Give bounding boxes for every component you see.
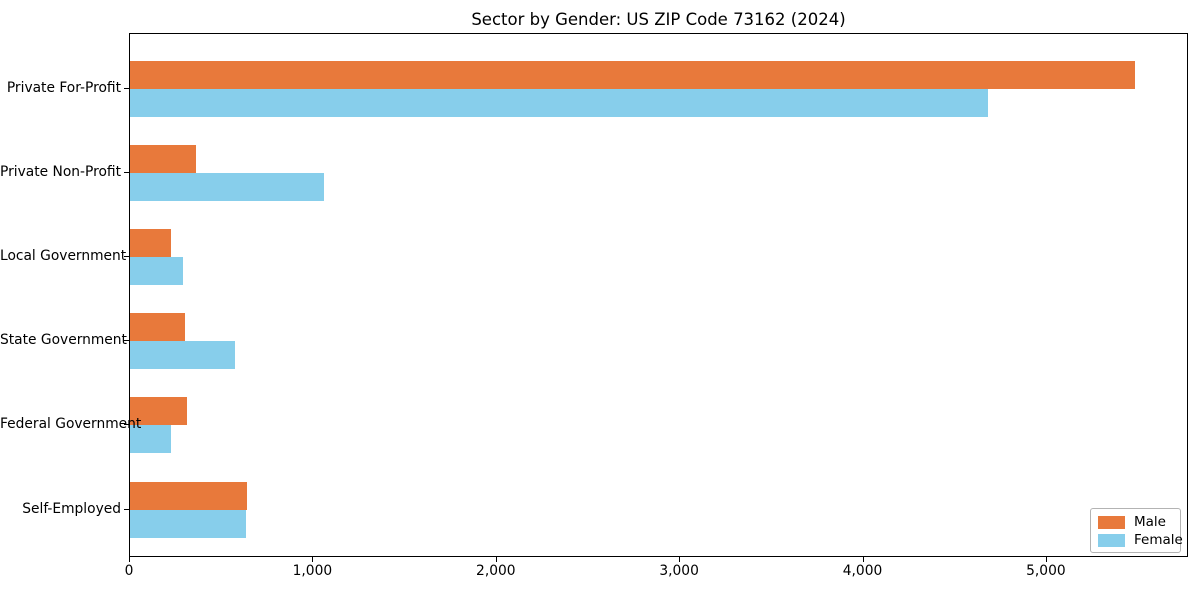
y-tick-mark-local-government [124,256,129,258]
y-tick-mark-federal-government [124,424,129,426]
y-tick-label-local-government: Local Government [0,248,127,265]
x-tick-mark-5000 [1045,557,1047,562]
bar-female-state-government [130,341,236,370]
y-tick-label-federal-government: Federal Government [0,416,142,433]
y-tick-label-self-employed: Self-Employed [22,500,121,517]
legend-entry-female: Female [1098,532,1183,548]
x-tick-mark-2000 [495,557,497,562]
y-tick-mark-self-employed [124,508,129,510]
x-tick-label-1000: 1,000 [292,563,333,579]
bar-female-local-government [130,257,184,286]
x-tick-label-3000: 3,000 [659,563,699,579]
bar-female-federal-government [130,425,172,454]
y-tick-mark-private-non-profit [124,172,129,174]
legend-label-female: Female [1134,532,1183,548]
legend-swatch-female [1098,533,1125,547]
bar-male-local-government [130,229,172,258]
plot-area [129,33,1188,557]
bar-male-federal-government [130,397,187,426]
bar-male-private-non-profit [130,145,196,174]
bar-male-private-for-profit [130,61,1135,89]
x-tick-mark-1000 [312,557,314,562]
x-tick-label-2000: 2,000 [476,563,516,579]
bar-female-private-non-profit [130,173,324,202]
bar-female-self-employed [130,509,247,538]
x-tick-label-5000: 5,000 [1026,563,1066,579]
y-tick-label-private-non-profit: Private Non-Profit [0,164,121,181]
y-tick-label-state-government: State Government [0,332,127,349]
bar-male-state-government [130,313,185,342]
y-tick-label-private-for-profit: Private For-Profit [6,80,121,96]
y-tick-mark-state-government [124,340,129,342]
x-tick-mark-3000 [679,557,681,562]
y-tick-mark-private-for-profit [124,88,129,89]
bar-female-private-for-profit [130,89,989,117]
chart-title: Sector by Gender: US ZIP Code 73162 (202… [471,10,846,29]
x-tick-mark-0 [129,557,130,562]
x-tick-label-4000: 4,000 [842,563,883,579]
bar-male-self-employed [130,481,248,510]
legend-entry-male: Male [1098,514,1173,530]
legend: Male Female [1090,508,1183,553]
x-tick-label-0: 0 [124,563,134,579]
x-tick-mark-4000 [862,557,864,562]
legend-swatch-male [1098,515,1125,529]
legend-label-male: Male [1134,514,1166,530]
